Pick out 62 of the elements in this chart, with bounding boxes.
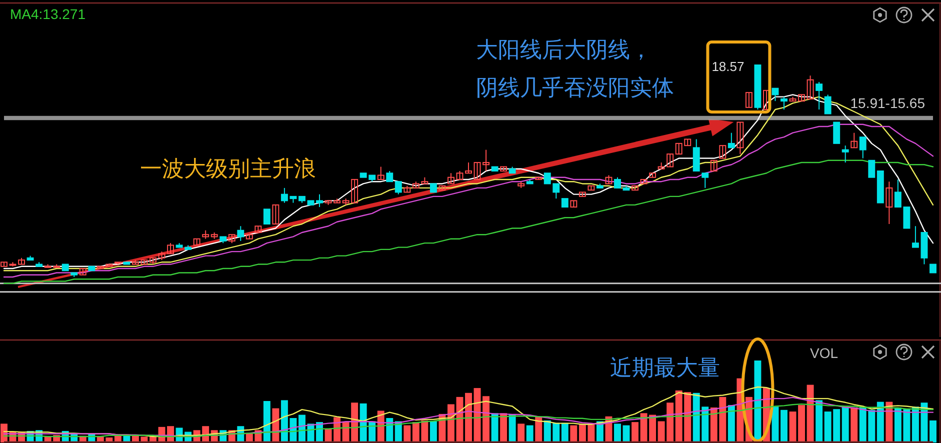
candlestick [728,132,735,148]
bar [850,407,858,442]
bar [561,422,568,442]
candlestick [447,172,454,184]
candlestick [868,160,876,178]
candlestick [859,136,866,159]
bar [263,401,270,442]
annotation: 阴线几乎吞没阳实体 [476,75,674,100]
chart-title: VOL [810,345,838,361]
candlestick [167,242,174,254]
candlestick [614,176,621,188]
candlestick [772,88,779,102]
bar [632,422,638,442]
bar [526,425,534,442]
candlestick [272,204,280,224]
bar [780,410,788,442]
bar [842,406,849,442]
bar [430,421,437,442]
bar [482,396,490,442]
candlestick [780,96,788,110]
candlestick [886,181,893,224]
candlestick [474,162,481,180]
candlestick [806,75,814,100]
bar [806,384,814,442]
candlestick [237,226,244,242]
candlestick [316,194,323,208]
bar [500,413,508,442]
candlestick [702,172,709,188]
bar [508,414,516,442]
bar [876,402,884,442]
chart-title: MA4:13.271 [10,6,86,22]
annotation: 18.57 [712,59,744,74]
candlestick [719,145,726,159]
bar [728,405,735,442]
bar [465,392,472,442]
candlestick [263,208,270,224]
candlestick [394,181,402,195]
candlestick [850,132,858,148]
candlestick [912,226,919,248]
candlestick [745,92,752,108]
candlestick [833,122,840,144]
candlestick [842,145,849,164]
candlestick [710,160,718,172]
annotation: 一波大级别主升浪 [140,156,316,181]
candlestick [736,122,744,155]
text: 大阳线后大阴线， [476,37,652,62]
candlestick [482,149,490,172]
bar [518,424,525,442]
candlestick [377,166,384,180]
candlestick [816,81,823,110]
candlestick [692,138,700,172]
bar [404,425,411,442]
bar [930,420,936,442]
bar [570,425,578,442]
candlestick [465,162,472,174]
annotation: 近期最大量 [610,355,720,380]
bar [614,424,621,442]
bar [754,360,762,442]
band-label: 15.91-15.65 [850,94,926,111]
candlestick [386,170,394,182]
bar [816,400,823,442]
candlestick [824,94,832,114]
